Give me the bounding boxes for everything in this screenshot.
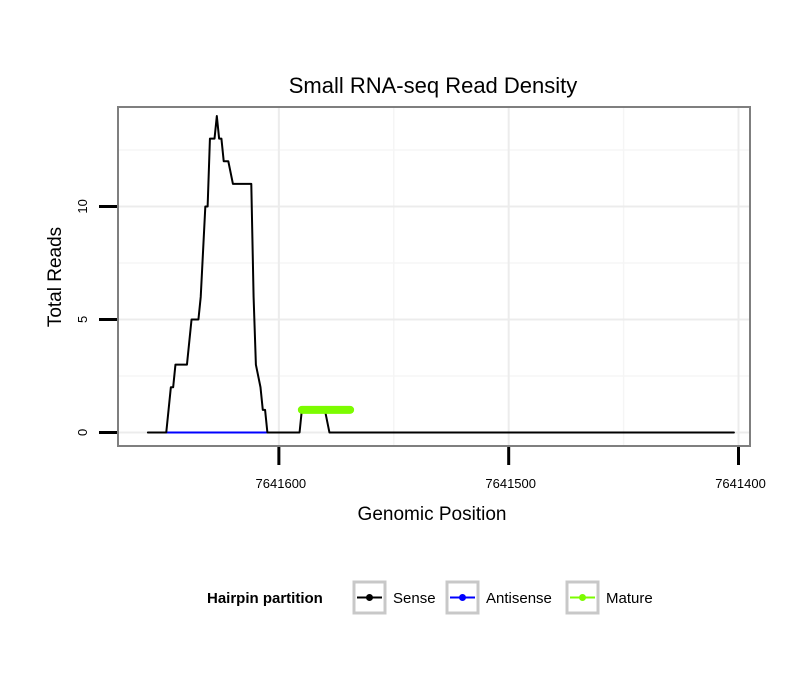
y-tick-label: 10 — [75, 199, 90, 213]
x-tick-label: 7641500 — [485, 476, 536, 491]
x-tick-label: 7641400 — [715, 476, 766, 491]
legend-marker-sense — [366, 594, 373, 601]
y-tick-label: 0 — [75, 429, 90, 436]
legend-label-antisense: Antisense — [486, 590, 552, 607]
legend-title: Hairpin partition — [207, 590, 323, 607]
legend-label-sense: Sense — [393, 590, 436, 607]
legend-items: Sense Antisense Mature — [352, 580, 653, 615]
y-axis-title: Total Reads — [45, 227, 66, 327]
legend-marker-antisense — [459, 594, 466, 601]
legend-label-mature: Mature — [606, 590, 653, 607]
legend-marker-mature — [579, 594, 586, 601]
chart-title: Small RNA-seq Read Density — [289, 73, 578, 98]
series-layer — [146, 115, 735, 434]
y-axis: 0 5 10 — [75, 199, 117, 436]
plot-border — [117, 106, 751, 447]
x-axis: 7641600 7641500 7641400 — [256, 447, 766, 491]
legend: Hairpin partition Sense Antisense Mature — [207, 580, 653, 615]
plot-background — [118, 107, 750, 446]
y-tick-label: 5 — [75, 316, 90, 323]
x-tick-label: 7641600 — [256, 476, 307, 491]
x-axis-title: Genomic Position — [358, 504, 507, 525]
